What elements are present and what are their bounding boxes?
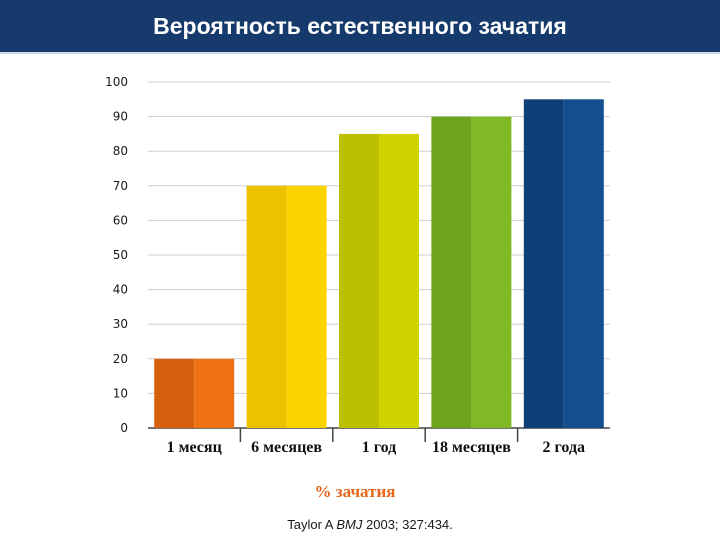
- bar: [246, 185, 327, 428]
- bar-shade-right: [194, 358, 235, 428]
- bar-shade-left: [339, 133, 379, 428]
- category-label: 1 год: [362, 439, 397, 456]
- y-tick-label: 10: [113, 386, 128, 400]
- source-author: Taylor A: [287, 517, 333, 532]
- bar-shade-left: [154, 358, 195, 428]
- y-tick-label: 0: [120, 421, 128, 435]
- y-tick-label: 90: [113, 110, 128, 124]
- bar-shade-right: [286, 185, 327, 428]
- category-label: 18 месяцев: [432, 439, 511, 456]
- y-tick-label: 60: [113, 213, 128, 227]
- x-axis-label: % зачатия: [315, 482, 396, 501]
- y-tick-label: 50: [113, 248, 128, 262]
- category-label: 2 года: [543, 439, 586, 456]
- y-axis-ticks: 0 10 20 30 40 50 60 70 80 90 100: [105, 75, 128, 435]
- y-tick-label: 70: [113, 179, 128, 193]
- bar: [154, 358, 235, 428]
- category-label: 1 месяц: [167, 439, 222, 456]
- source-details: 2003; 327:434.: [366, 517, 453, 532]
- bar-shade-right: [379, 133, 419, 428]
- bar-shade-left: [246, 185, 287, 428]
- category-labels: 1 месяц 6 месяцев 1 год 18 месяцев 2 года: [167, 428, 585, 456]
- title-bar: [0, 0, 720, 52]
- bar-shade-right: [471, 116, 512, 428]
- bars: [154, 99, 604, 429]
- title-divider: [0, 52, 720, 54]
- bar-shade-left: [523, 99, 564, 429]
- source-journal: BMJ: [336, 517, 363, 532]
- y-tick-label: 30: [113, 317, 128, 331]
- bar: [431, 116, 512, 428]
- y-tick-label: 80: [113, 144, 128, 158]
- bar: [523, 99, 604, 429]
- bar-shade-right: [563, 99, 604, 429]
- source-citation: Taylor A BMJ 2003; 327:434.: [0, 517, 720, 532]
- y-tick-label: 100: [105, 75, 128, 89]
- bar: [339, 133, 419, 428]
- category-label: 6 месяцев: [251, 439, 322, 456]
- bar-shade-left: [431, 116, 472, 428]
- y-tick-label: 20: [113, 352, 128, 366]
- page-title: Вероятность естественного зачатия: [153, 13, 567, 39]
- y-tick-label: 40: [113, 283, 128, 297]
